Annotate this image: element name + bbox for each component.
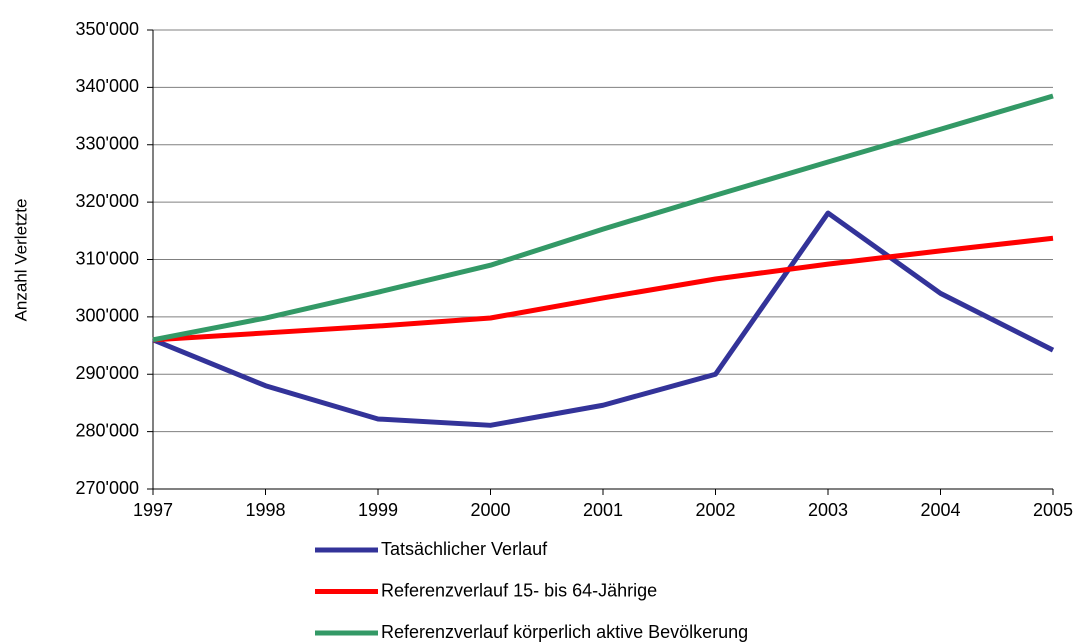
line-series [152, 210, 1055, 428]
x-tick-label: 1999 [358, 500, 398, 520]
y-axis-label: Anzahl Verletzte [11, 199, 30, 322]
x-tick-label: 2001 [583, 500, 623, 520]
x-tick-label: 2000 [470, 500, 510, 520]
y-tick-label: 270'000 [75, 478, 139, 498]
line-series [152, 93, 1054, 343]
x-tick-label: 2003 [808, 500, 848, 520]
y-tick-label: 300'000 [75, 306, 139, 326]
y-tick-label: 290'000 [75, 363, 139, 383]
legend-label: Tatsächlicher Verlauf [381, 539, 548, 559]
x-tick-label: 1998 [245, 500, 285, 520]
legend-label: Referenzverlauf 15- bis 64-Jährige [381, 580, 657, 600]
x-tick-label: 1997 [133, 500, 173, 520]
y-tick-label: 320'000 [75, 191, 139, 211]
legend-label: Referenzverlauf körperlich aktive Bevölk… [381, 622, 748, 642]
y-tick-label: 340'000 [75, 76, 139, 96]
x-tick-label: 2004 [920, 500, 960, 520]
y-tick-label: 280'000 [75, 420, 139, 440]
y-tick-label: 310'000 [75, 248, 139, 268]
y-tick-label: 350'000 [75, 19, 139, 39]
y-tick-label: 330'000 [75, 134, 139, 154]
line-series [152, 235, 1054, 343]
x-tick-label: 2002 [695, 500, 735, 520]
x-tick-label: 2005 [1033, 500, 1073, 520]
